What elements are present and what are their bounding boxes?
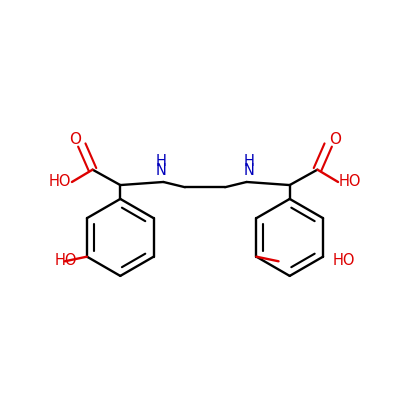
Text: HO: HO [333, 253, 356, 268]
Text: HO: HO [338, 174, 361, 190]
Text: H: H [156, 154, 167, 170]
Text: N: N [156, 163, 167, 178]
Text: O: O [329, 132, 341, 147]
Text: HO: HO [49, 174, 72, 190]
Text: H: H [243, 154, 254, 170]
Text: N: N [243, 163, 254, 178]
Text: O: O [69, 132, 81, 147]
Text: HO: HO [54, 253, 77, 268]
